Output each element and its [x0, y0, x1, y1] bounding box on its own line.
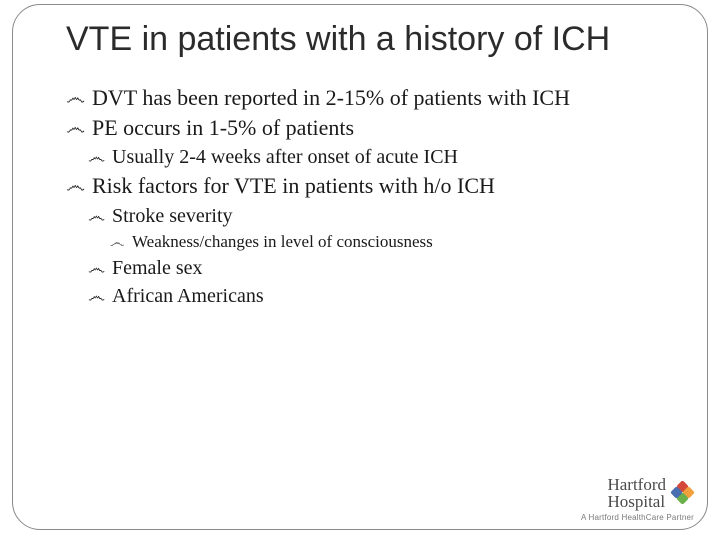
logo-line2: Hospital	[607, 493, 666, 510]
logo-text: Hartford Hospital	[607, 476, 666, 510]
logo-row: Hartford Hospital	[607, 476, 694, 510]
bullet-list: DVT has been reported in 2-15% of patien…	[66, 84, 680, 309]
slide-content: VTE in patients with a history of ICH DV…	[66, 20, 680, 311]
list-item: Risk factors for VTE in patients with h/…	[66, 172, 680, 200]
list-item: Usually 2-4 weeks after onset of acute I…	[88, 144, 680, 170]
hartford-hospital-logo: Hartford Hospital A Hartford HealthCare …	[581, 476, 694, 522]
list-item: African Americans	[88, 283, 680, 309]
list-item: Stroke severity	[88, 203, 680, 229]
list-item: DVT has been reported in 2-15% of patien…	[66, 84, 680, 112]
logo-tagline: A Hartford HealthCare Partner	[581, 513, 694, 522]
slide: VTE in patients with a history of ICH DV…	[0, 0, 720, 540]
slide-title: VTE in patients with a history of ICH	[66, 20, 680, 58]
logo-line1: Hartford	[607, 476, 666, 493]
list-item: Weakness/changes in level of consciousne…	[110, 231, 680, 254]
list-item: Female sex	[88, 255, 680, 281]
list-item: PE occurs in 1-5% of patients	[66, 114, 680, 142]
logo-mark-icon	[672, 482, 694, 504]
